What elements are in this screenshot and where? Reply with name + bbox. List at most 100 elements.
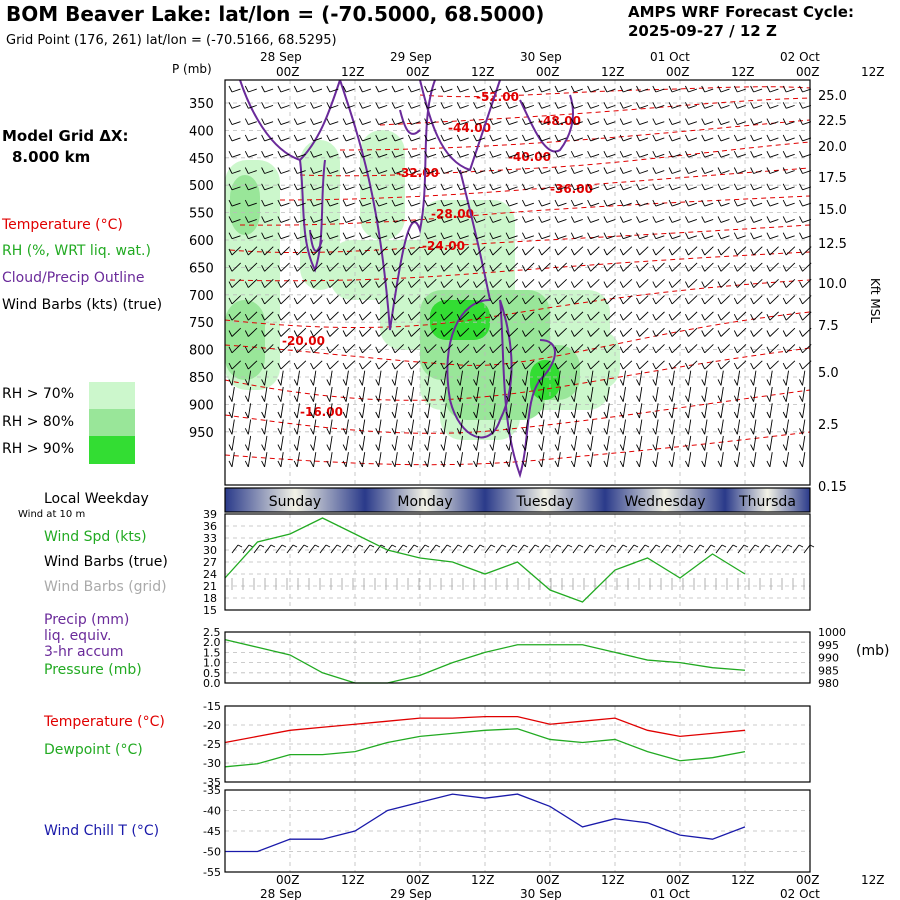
wind-barb-flag	[473, 395, 477, 402]
wind-barb-staff	[525, 327, 535, 337]
wind-barb-staff	[704, 344, 714, 354]
wind-barb	[293, 344, 307, 354]
wind-barb	[538, 403, 545, 419]
wind-barb-staff	[704, 219, 714, 223]
windchill-panel-tick-label: -40	[203, 805, 221, 818]
wind-barb-flag	[554, 460, 559, 468]
wind-barb-staff	[541, 153, 551, 158]
wind-barb-flag	[733, 150, 738, 158]
wind-barb-staff	[492, 246, 502, 256]
wind-barb-flag	[799, 134, 803, 142]
wind-barb-flag	[603, 265, 608, 272]
wind-barb-staff	[623, 186, 632, 191]
surface-wind-barb-flag	[314, 544, 320, 548]
wind-barb-flag	[293, 379, 298, 386]
wind-barb-flag	[456, 150, 461, 158]
wind-barb	[391, 344, 405, 354]
wind-barb-flag	[603, 428, 608, 435]
wind-barb-staff	[606, 202, 616, 207]
wind-barb-flag	[358, 216, 363, 223]
wind-barb	[668, 134, 681, 142]
wind-barb-flag	[717, 379, 722, 386]
wind-barb	[684, 327, 698, 337]
wind-barb-staff	[362, 327, 372, 337]
wind-barb-flag	[473, 134, 477, 142]
wind-barb-staff	[557, 219, 567, 223]
wind-barb-staff	[476, 278, 486, 288]
wind-barb-staff	[557, 452, 561, 467]
wind-barb-flag	[440, 362, 445, 370]
wind-barb-flag	[701, 167, 706, 174]
wind-barb	[701, 85, 714, 93]
wind-barb	[277, 360, 290, 370]
wind-barb	[587, 386, 594, 402]
surface-wind-barb-flag	[578, 544, 584, 548]
surface-wind-barb-flag	[501, 544, 507, 548]
wind-barb	[619, 216, 632, 223]
wind-barb-flag	[668, 362, 673, 370]
wind-barb-flag	[358, 167, 363, 174]
wind-barb-staff	[574, 121, 583, 126]
wind-barb	[684, 102, 698, 109]
wind-barb-staff	[280, 137, 290, 142]
cloud-outline	[419, 79, 501, 172]
wind-barb	[733, 102, 746, 109]
wind-barb	[391, 278, 405, 288]
wind-barb	[733, 262, 747, 272]
wind-barb	[733, 370, 741, 386]
wind-barb-staff	[247, 452, 252, 467]
wind-barb	[636, 295, 649, 305]
wind-speed-panel-tick-label: 33	[203, 532, 217, 545]
bottom-hour-label: 00Z	[536, 873, 560, 887]
wind-barb-staff	[606, 262, 616, 272]
wind-barb-staff	[361, 452, 366, 467]
wind-barb-staff	[622, 403, 626, 419]
wind-barb-staff	[574, 137, 583, 142]
wind-barb-flag	[603, 85, 608, 93]
wind-barb-staff	[590, 262, 600, 272]
wind-barb	[228, 118, 241, 126]
wind-barb-staff	[329, 452, 333, 467]
wind-barb	[407, 295, 421, 305]
wind-barb	[473, 295, 486, 305]
wind-barb-staff	[280, 278, 290, 288]
wind-barb-flag	[326, 265, 331, 272]
wind-barb	[473, 85, 486, 93]
wind-barb-flag	[587, 428, 592, 435]
wind-barb	[440, 183, 453, 191]
wind-barb-staff	[378, 419, 382, 435]
wind-barb-staff	[443, 246, 453, 256]
wind-barb-staff	[280, 311, 290, 321]
wind-barb	[570, 435, 578, 451]
wind-barb	[342, 344, 356, 354]
wind-barb-flag	[358, 134, 363, 142]
wind-barb	[619, 262, 633, 272]
wind-barb	[326, 167, 339, 174]
wind-barb-flag	[521, 216, 526, 223]
wind-barb-flag	[326, 346, 331, 354]
wind-barb-flag	[440, 444, 445, 451]
wind-barb-flag	[619, 167, 624, 174]
wind-barb-flag	[782, 134, 787, 142]
wind-barb-flag	[342, 118, 347, 125]
wind-barb-staff	[557, 88, 567, 93]
surface-wind-barb-staff	[550, 544, 558, 554]
wind-barb-flag	[326, 313, 331, 321]
wind-barb-staff	[574, 186, 583, 191]
wind-barb-staff	[394, 246, 405, 256]
wind-barb-staff	[590, 344, 600, 354]
wind-barb-staff	[394, 170, 404, 174]
wind-barb	[750, 360, 763, 370]
wind-barb	[587, 344, 600, 354]
wind-barb-staff	[524, 370, 529, 386]
wind-barb	[456, 102, 469, 109]
wind-barb-flag	[684, 265, 689, 272]
wind-barb-staff	[231, 186, 241, 191]
wind-barb-flag	[766, 362, 771, 370]
wind-barb-staff	[378, 370, 382, 386]
wind-barb	[489, 85, 502, 93]
wind-barb	[587, 85, 600, 93]
wind-barb-flag	[538, 362, 543, 370]
wind-barb-flag	[619, 183, 624, 191]
wind-barb	[293, 134, 306, 142]
